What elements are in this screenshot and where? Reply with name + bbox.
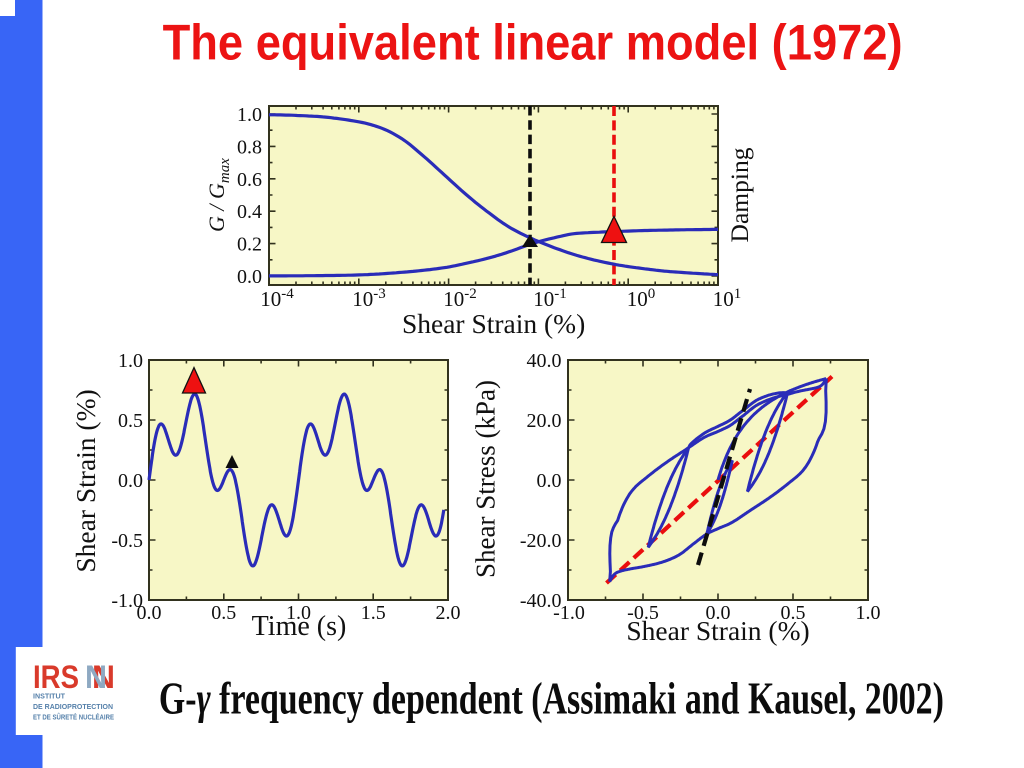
svg-text:0.0: 0.0: [237, 266, 262, 288]
svg-text:0.6: 0.6: [237, 169, 262, 191]
svg-text:N: N: [85, 659, 107, 695]
svg-text:0.4: 0.4: [237, 201, 262, 223]
svg-text:G / Gmax: G / Gmax: [204, 158, 233, 232]
svg-text:Shear Stress (kPa): Shear Stress (kPa): [471, 380, 501, 578]
svg-text:-0.5: -0.5: [111, 530, 143, 552]
svg-text:0.2: 0.2: [237, 234, 262, 256]
svg-text:-1.0: -1.0: [553, 602, 585, 624]
svg-text:0.0: 0.0: [706, 602, 731, 624]
svg-text:0.0: 0.0: [537, 470, 562, 492]
svg-text:0.5: 0.5: [781, 602, 806, 624]
svg-text:Damping: Damping: [725, 147, 754, 242]
svg-text:ET DE SÛRETÉ NUCLÉAIRE: ET DE SÛRETÉ NUCLÉAIRE: [33, 713, 114, 722]
svg-text:20.0: 20.0: [527, 410, 562, 432]
svg-text:-40.0: -40.0: [520, 590, 562, 612]
svg-text:Shear Strain (%): Shear Strain (%): [402, 308, 585, 339]
svg-text:40.0: 40.0: [527, 350, 562, 372]
svg-text:Time (s): Time (s): [252, 611, 347, 642]
svg-text:1.0: 1.0: [237, 104, 262, 126]
svg-text:1.0: 1.0: [118, 350, 143, 372]
svg-text:Shear Strain (%): Shear Strain (%): [70, 389, 101, 572]
svg-text:0.5: 0.5: [211, 602, 236, 624]
svg-text:10-4: 10-4: [260, 286, 294, 311]
svg-text:INSTITUT: INSTITUT: [33, 694, 66, 701]
svg-text:The equivalent linear model (1: The equivalent linear model (1972): [163, 14, 903, 70]
svg-text:0.0: 0.0: [118, 470, 143, 492]
svg-text:0.0: 0.0: [137, 602, 162, 624]
svg-text:0.8: 0.8: [237, 136, 262, 158]
svg-text:10-3: 10-3: [352, 286, 386, 311]
svg-text:1.5: 1.5: [361, 602, 386, 624]
svg-text:101: 101: [713, 286, 742, 311]
svg-text:2.0: 2.0: [436, 602, 461, 624]
svg-text:-0.5: -0.5: [627, 602, 659, 624]
svg-text:DE RADIOPROTECTION: DE RADIOPROTECTION: [33, 704, 113, 711]
svg-text:G-γ frequency dependent (Assim: G-γ frequency dependent (Assimaki and Ka…: [159, 674, 944, 724]
svg-text:-20.0: -20.0: [520, 530, 562, 552]
svg-text:1.0: 1.0: [286, 602, 311, 624]
svg-text:-1.0: -1.0: [111, 590, 143, 612]
svg-text:N: N: [92, 659, 115, 695]
svg-text:0.5: 0.5: [118, 410, 143, 432]
svg-text:IRS: IRS: [33, 659, 79, 695]
svg-text:Shear Strain (%): Shear Strain (%): [626, 615, 809, 646]
svg-text:1.0: 1.0: [856, 602, 881, 624]
svg-text:100: 100: [627, 286, 656, 311]
